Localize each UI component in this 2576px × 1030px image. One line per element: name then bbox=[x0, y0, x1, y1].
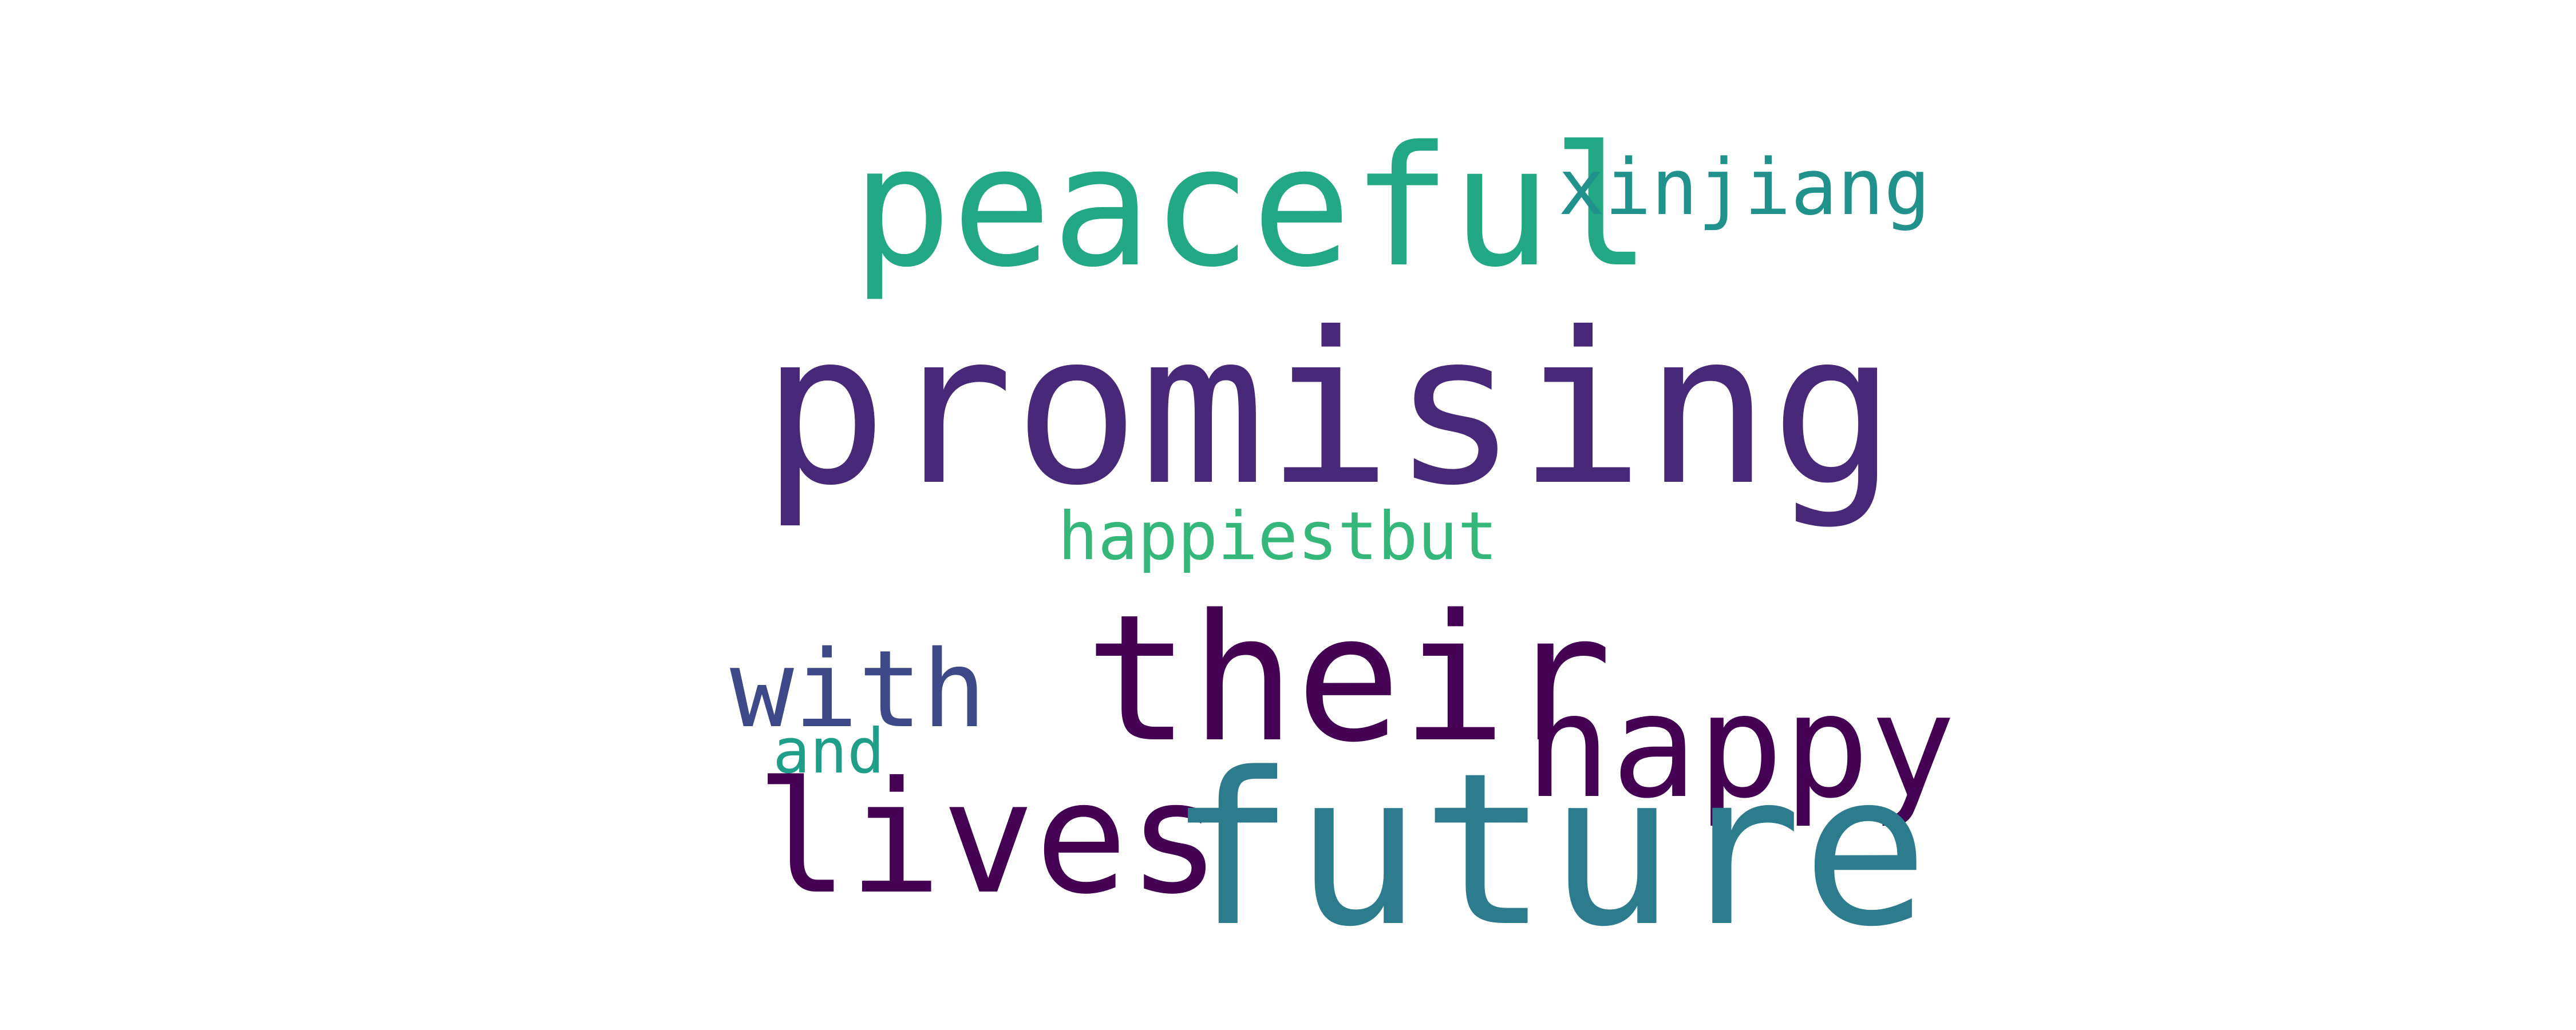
word-their: their bbox=[1085, 577, 1613, 781]
word-promising: promising bbox=[761, 288, 1897, 532]
word-with: with bbox=[730, 627, 986, 751]
word-and: and bbox=[773, 716, 885, 787]
word-xinjiang: xinjiang bbox=[1558, 142, 1931, 232]
word-peaceful: peaceful bbox=[852, 111, 1652, 304]
word-future: future bbox=[1168, 727, 1929, 973]
word-lives: lives bbox=[756, 748, 1221, 928]
word-happiestbut: happiestbut bbox=[1058, 498, 1498, 575]
word-happy: happy bbox=[1525, 663, 1956, 830]
